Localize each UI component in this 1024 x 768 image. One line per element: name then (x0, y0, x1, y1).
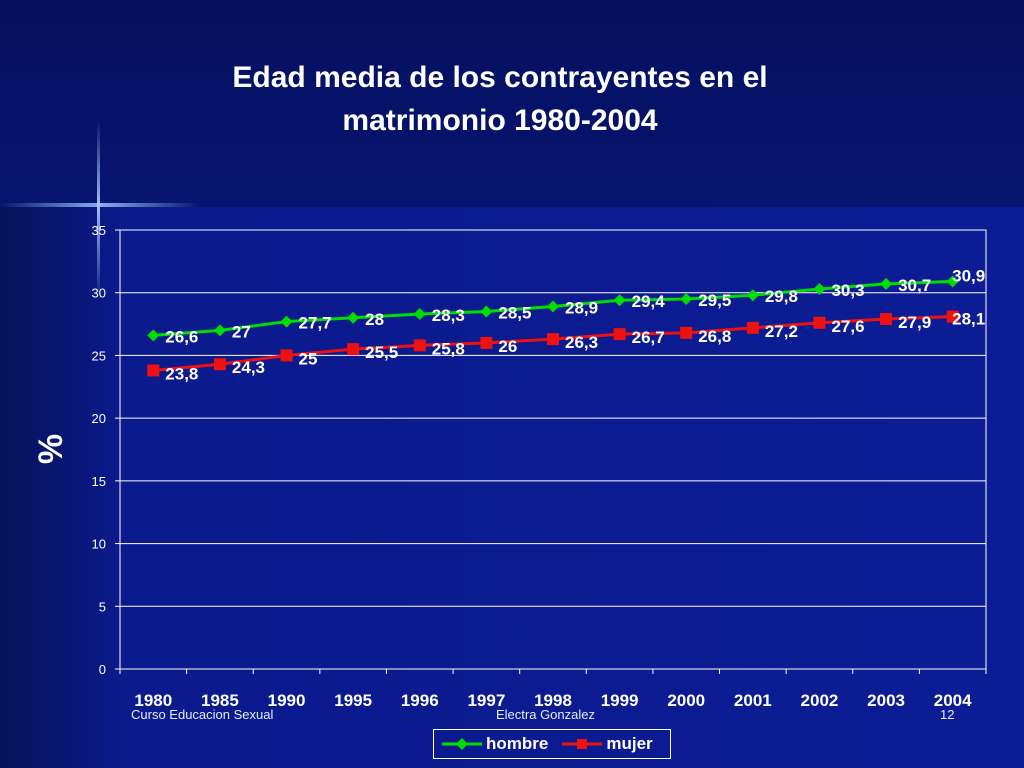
data-label-hombre: 29,8 (765, 287, 798, 306)
x-tick-label: 1997 (467, 691, 505, 710)
data-point-mujer (880, 313, 893, 326)
data-point-hombre (547, 300, 559, 313)
y-tick-label: 35 (92, 223, 106, 238)
data-point-hombre (680, 292, 693, 305)
y-tick-label: 10 (92, 537, 106, 552)
data-point-mujer (280, 349, 293, 362)
data-label-mujer: 26 (498, 337, 517, 356)
data-point-hombre (746, 289, 759, 302)
data-point-mujer (680, 326, 693, 339)
data-label-hombre: 26,6 (165, 327, 198, 346)
data-point-hombre (613, 294, 626, 307)
x-tick-label: 2002 (801, 691, 839, 710)
slide-body-background (0, 207, 1024, 768)
data-label-hombre: 30,9 (952, 266, 985, 285)
data-point-mujer (813, 316, 826, 329)
light-flare-horizontal (0, 203, 200, 207)
x-tick-label: 1998 (534, 691, 572, 710)
data-label-mujer: 26,8 (698, 327, 731, 346)
x-tick-label: 1980 (134, 691, 172, 710)
data-point-mujer (946, 310, 959, 323)
footer-author: Electra Gonzalez (496, 707, 595, 722)
data-label-hombre: 28,5 (498, 304, 531, 323)
data-label-mujer: 26,7 (632, 328, 665, 347)
data-label-hombre: 29,5 (698, 291, 731, 310)
legend-item-hombre: hombre (442, 734, 548, 754)
chart-legend: hombre mujer (433, 729, 671, 759)
data-label-hombre: 27,7 (299, 314, 332, 333)
data-point-mujer (413, 339, 426, 352)
data-label-mujer: 27,2 (765, 322, 798, 341)
y-tick-label: 15 (92, 474, 106, 489)
data-point-hombre (480, 305, 493, 318)
y-tick-label: 25 (92, 348, 106, 363)
light-flare-vertical (97, 120, 100, 300)
data-label-hombre: 28,9 (565, 299, 598, 318)
legend-swatch-hombre (442, 738, 482, 750)
y-tick-label: 20 (92, 411, 106, 426)
data-label-hombre: 29,4 (632, 292, 666, 311)
x-tick-label: 2003 (867, 691, 905, 710)
data-label-mujer: 27,6 (831, 317, 864, 336)
data-point-mujer (480, 336, 493, 349)
x-tick-label: 2000 (667, 691, 705, 710)
data-point-hombre (946, 275, 959, 288)
data-point-mujer (347, 343, 360, 356)
y-tick-label: 5 (99, 599, 106, 614)
data-point-hombre (813, 282, 826, 295)
data-label-mujer: 25,5 (365, 343, 398, 362)
data-label-hombre: 28 (365, 310, 384, 329)
data-label-hombre: 30,7 (898, 276, 931, 295)
data-point-mujer (213, 358, 226, 371)
legend-item-mujer: mujer (562, 734, 653, 754)
legend-swatch-mujer (562, 739, 603, 749)
data-label-mujer: 26,3 (565, 333, 598, 352)
data-label-hombre: 27 (232, 322, 251, 341)
x-tick-label: 2001 (734, 691, 772, 710)
data-point-hombre (147, 329, 160, 342)
x-tick-label: 1996 (401, 691, 439, 710)
legend-label-hombre: hombre (486, 734, 549, 753)
data-label-mujer: 28,1 (952, 310, 985, 329)
chart-title: Edad media de los contrayentes en el mat… (232, 61, 768, 137)
data-point-hombre (413, 308, 426, 321)
x-tick-label: 1990 (268, 691, 306, 710)
slide-header-background (0, 0, 1024, 207)
data-label-hombre: 28,3 (432, 306, 465, 325)
footer-page-number: 12 (940, 707, 955, 722)
data-point-mujer (547, 333, 559, 346)
y-tick-label: 0 (99, 662, 106, 677)
data-label-mujer: 23,8 (165, 364, 198, 383)
y-tick-label: 30 (92, 286, 106, 301)
data-label-hombre: 30,3 (831, 281, 864, 300)
data-label-mujer: 25,8 (432, 339, 465, 358)
data-point-hombre (880, 277, 893, 290)
data-point-mujer (613, 328, 626, 341)
legend-label-mujer: mujer (606, 734, 653, 753)
x-tick-label: 1999 (601, 691, 639, 710)
data-label-mujer: 27,9 (898, 313, 931, 332)
footer-course: Curso Educacion Sexual (131, 707, 274, 722)
data-point-hombre (347, 311, 360, 324)
data-point-mujer (147, 364, 160, 377)
x-tick-label: 1985 (201, 691, 239, 710)
data-label-mujer: 24,3 (232, 358, 265, 377)
data-point-hombre (280, 315, 293, 328)
x-tick-label: 2004 (934, 691, 972, 710)
x-tick-label: 1995 (334, 691, 372, 710)
data-point-mujer (746, 321, 759, 334)
data-label-mujer: 25 (299, 349, 318, 368)
data-point-hombre (213, 324, 226, 337)
y-axis-label: % (32, 434, 70, 464)
